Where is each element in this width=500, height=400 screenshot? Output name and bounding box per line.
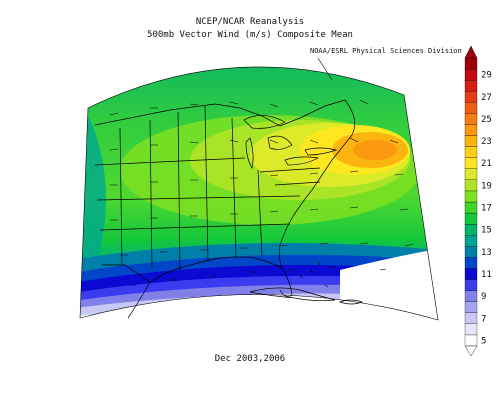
colorbar-bin xyxy=(464,268,478,280)
period-label: Dec 2003,2006 xyxy=(214,354,286,364)
colorbar-bin xyxy=(464,80,478,92)
map-frame xyxy=(79,66,439,321)
colorbar-tick-label: 27 xyxy=(481,93,492,103)
colorbar-tick-label: 17 xyxy=(481,204,492,214)
colorbar-bin xyxy=(464,290,478,302)
colorbar-bin xyxy=(464,323,478,336)
colorbar-bin xyxy=(464,279,478,291)
colorbar-tick-label: 15 xyxy=(481,226,492,236)
colorbar-tick-label: 29 xyxy=(481,71,492,81)
colorbar-bin xyxy=(464,146,478,158)
colorbar-bin xyxy=(464,312,478,324)
colorbar-bin xyxy=(464,334,478,347)
map-boundaries xyxy=(94,99,364,319)
wind-speed-field xyxy=(80,66,438,320)
map-title: NCEP/NCAR Reanalysis xyxy=(195,17,305,27)
colorbar-tick-label: 5 xyxy=(481,336,486,346)
colorbar-bin xyxy=(464,68,478,81)
colorbar: 5 7 9 11 13 15 17 19 21 23 25 27 29 xyxy=(464,45,492,357)
colorbar-bin xyxy=(464,168,478,180)
colorbar-tick-label: 11 xyxy=(481,270,492,280)
colorbar-bin xyxy=(464,157,478,169)
colorbar-bin xyxy=(464,57,478,70)
colorbar-bin xyxy=(464,301,478,313)
colorbar-bin xyxy=(464,201,478,214)
colorbar-bin xyxy=(464,91,478,103)
colorbar-bin xyxy=(464,124,478,136)
colorbar-bin xyxy=(464,102,478,114)
colorbar-tick-label: 9 xyxy=(481,292,486,302)
colorbar-min-arrow xyxy=(464,345,478,357)
colorbar-max-arrow xyxy=(464,45,478,59)
colorbar-bin xyxy=(464,224,478,236)
map-subtitle: 500mb Vector Wind (m/s) Composite Mean xyxy=(147,30,353,40)
colorbar-bin xyxy=(464,179,478,192)
colorbar-tick-label: 13 xyxy=(481,248,492,258)
colorbar-bin xyxy=(464,212,478,225)
colorbar-bin xyxy=(464,113,478,125)
colorbar-tick-label: 25 xyxy=(481,115,492,125)
colorbar-tick-label: 21 xyxy=(481,159,492,169)
credit-label: NOAA/ESRL Physical Sciences Division xyxy=(310,47,462,55)
colorbar-bin xyxy=(464,135,478,147)
credit-pointer xyxy=(317,57,333,81)
colorbar-tick-label: 19 xyxy=(481,181,492,191)
colorbar-bin xyxy=(464,190,478,203)
colorbar-tick-label: 7 xyxy=(481,314,486,324)
colorbar-bin xyxy=(464,246,478,258)
wind-vectors xyxy=(109,99,414,286)
colorbar-bin xyxy=(464,235,478,247)
colorbar-tick-label: 23 xyxy=(481,137,492,147)
colorbar-bin xyxy=(464,257,478,269)
